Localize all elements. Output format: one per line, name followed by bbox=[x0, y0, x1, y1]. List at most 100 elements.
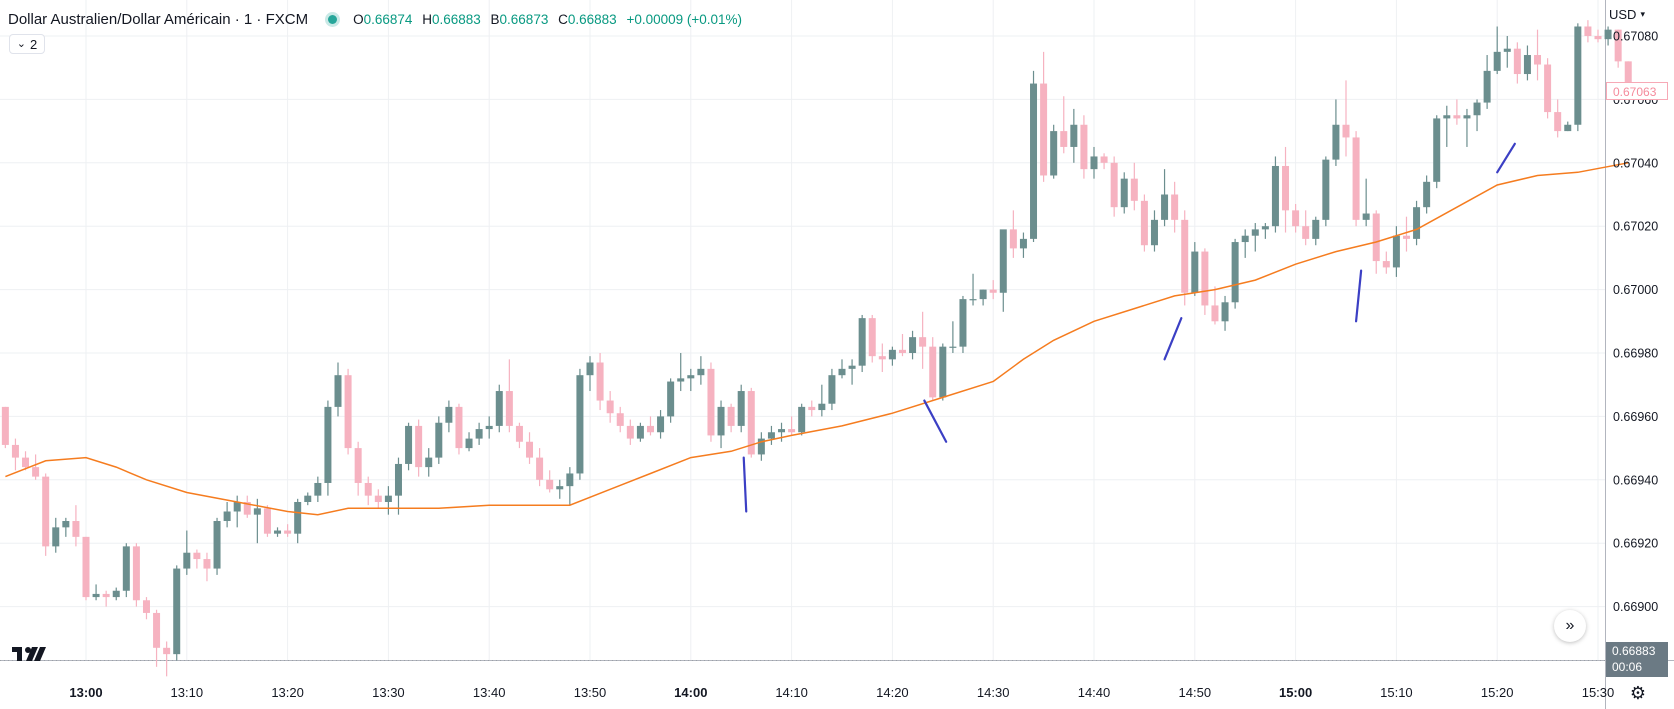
candle-down bbox=[1624, 61, 1632, 90]
time-axis-label: 15:10 bbox=[1380, 685, 1413, 700]
chevron-down-icon: ▾ bbox=[1640, 8, 1645, 19]
chevron-double-right-icon: » bbox=[1565, 617, 1575, 634]
candle-down bbox=[1140, 200, 1148, 246]
close-value: 0.66883 bbox=[567, 11, 617, 27]
candle-down bbox=[546, 479, 554, 490]
bar-countdown: 00:06 bbox=[1612, 660, 1643, 674]
candle-up bbox=[304, 495, 312, 502]
candle-up bbox=[828, 375, 836, 404]
candle-up bbox=[1443, 115, 1451, 119]
candle-up bbox=[1392, 235, 1400, 268]
time-axis-label: 13:00 bbox=[69, 685, 102, 700]
chevron-down-icon: ⌄ bbox=[16, 37, 26, 50]
price-axis-label: 0.67080 bbox=[1613, 30, 1658, 44]
scroll-to-realtime-button[interactable]: » bbox=[1554, 610, 1586, 642]
candle-up bbox=[213, 521, 221, 569]
market-status-dot[interactable] bbox=[328, 14, 338, 24]
price-axis-label: 0.66960 bbox=[1613, 410, 1658, 424]
low-value: 0.66873 bbox=[499, 11, 549, 27]
candle-down bbox=[415, 425, 423, 468]
candle-down bbox=[142, 600, 150, 613]
candle-up bbox=[1090, 156, 1098, 170]
chart-settings-button[interactable]: ⚙ bbox=[1626, 681, 1650, 705]
candle-up bbox=[818, 403, 826, 411]
candle-down bbox=[1171, 194, 1179, 220]
candle-down bbox=[505, 391, 513, 426]
candle-up bbox=[969, 299, 977, 301]
candle-down bbox=[102, 593, 110, 598]
symbol-title[interactable]: Dollar Australien/Dollar Américain · 1 ·… bbox=[8, 10, 309, 28]
price-axis-label: 0.66900 bbox=[1613, 600, 1658, 614]
candle-down bbox=[354, 448, 362, 483]
candle-up bbox=[798, 406, 806, 433]
candle-down bbox=[11, 444, 19, 458]
candle-up bbox=[1574, 26, 1582, 125]
time-axis-label: 13:40 bbox=[473, 685, 506, 700]
candle-up bbox=[92, 593, 100, 598]
candle-up bbox=[1523, 55, 1531, 75]
candle-up bbox=[657, 416, 665, 433]
candle-up bbox=[576, 375, 584, 474]
candle-up bbox=[1312, 219, 1320, 239]
candle-down bbox=[132, 546, 140, 601]
trend-line-drawing[interactable] bbox=[923, 399, 948, 443]
candle-up bbox=[1362, 213, 1370, 220]
candle-up bbox=[1473, 102, 1481, 116]
candle-down bbox=[1201, 251, 1209, 306]
high-value: 0.66883 bbox=[431, 11, 481, 27]
last-close-price-tag: 0.67063 bbox=[1606, 82, 1668, 100]
candle-down bbox=[284, 530, 292, 534]
tradingview-logo-icon[interactable] bbox=[12, 645, 48, 663]
candle-down bbox=[646, 425, 654, 433]
candle-down bbox=[1, 406, 9, 445]
candle-up bbox=[979, 289, 987, 300]
candle-down bbox=[1110, 162, 1118, 208]
candle-down bbox=[1614, 29, 1622, 62]
trend-line-drawing[interactable] bbox=[1354, 269, 1363, 323]
candle-down bbox=[526, 441, 534, 458]
candle-up bbox=[999, 229, 1007, 293]
candle-up bbox=[667, 381, 675, 417]
candle-up bbox=[435, 422, 443, 458]
candle-up bbox=[475, 429, 483, 439]
candle-up bbox=[1413, 207, 1421, 239]
candle-up bbox=[405, 425, 413, 464]
candle-down bbox=[515, 425, 523, 442]
candles-group bbox=[1, 20, 1632, 677]
candle-up bbox=[838, 368, 846, 376]
candle-down bbox=[707, 368, 715, 436]
candle-up bbox=[112, 590, 120, 598]
change-value: +0.00009 (+0.01%) bbox=[626, 11, 743, 27]
candle-up bbox=[1231, 242, 1239, 303]
trend-line-drawing[interactable] bbox=[742, 456, 748, 513]
candle-up bbox=[1322, 159, 1330, 220]
candle-up bbox=[1493, 51, 1501, 71]
candle-up bbox=[173, 568, 181, 655]
candle-down bbox=[606, 400, 614, 414]
trend-line-drawing[interactable] bbox=[1496, 142, 1516, 174]
candle-down bbox=[374, 495, 382, 502]
open-value: 0.66874 bbox=[363, 11, 413, 27]
current-price-value: 0.66883 bbox=[1612, 644, 1656, 658]
current-price-tag: 0.66883 00:06 bbox=[1606, 642, 1668, 677]
candle-down bbox=[1302, 226, 1310, 239]
candle-up bbox=[737, 391, 745, 426]
candle-up bbox=[1483, 70, 1491, 103]
currency-selector[interactable]: USD ▾ bbox=[1609, 4, 1645, 24]
indicators-collapse-button[interactable]: ⌄ 2 bbox=[9, 34, 45, 54]
candle-up bbox=[1604, 29, 1612, 40]
candle-down bbox=[344, 375, 352, 449]
time-axis-label: 15:00 bbox=[1279, 685, 1312, 700]
candle-down bbox=[1211, 305, 1219, 322]
candle-down bbox=[868, 318, 876, 357]
candle-down bbox=[1534, 55, 1542, 65]
candle-down bbox=[364, 482, 372, 496]
time-axis-label: 13:10 bbox=[171, 685, 204, 700]
candle-down bbox=[1584, 26, 1592, 36]
candle-up bbox=[848, 365, 856, 369]
candle-up bbox=[394, 463, 402, 496]
trend-line-drawing[interactable] bbox=[1163, 317, 1183, 361]
time-axis-label: 14:50 bbox=[1179, 685, 1212, 700]
